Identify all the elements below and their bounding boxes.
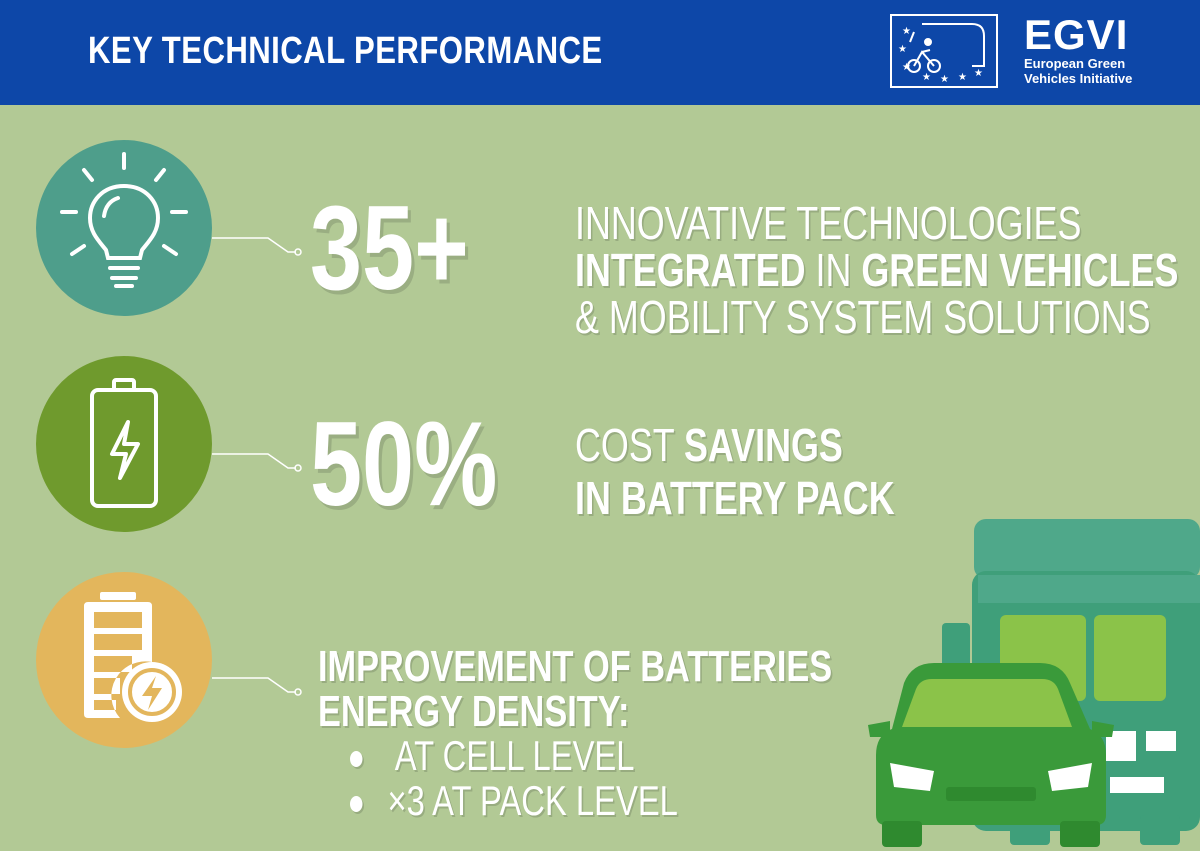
svg-text:★: ★ [940,74,949,85]
stat-thin-in: IN [805,244,862,296]
connector-line-1 [212,237,302,256]
bullet-dot [350,750,363,767]
stat-value-cost-savings: 50% [310,397,498,531]
battery-icon [90,378,158,508]
battery-charge-icon [84,592,182,722]
svg-text:★: ★ [902,62,911,73]
stat-line-density-2: ENERGY DENSITY: [318,687,630,736]
logo-acronym: EGVI [1024,11,1129,58]
header-bar: KEY TECHNICAL PERFORMANCE ★ ★ ★ ★ ★ ★ ★ [0,0,1200,105]
bullet-cell-level-text: AT CELL LEVEL [387,732,635,779]
stat-thin-cost: COST [575,419,684,471]
stat-line-density-1: IMPROVEMENT OF BATTERIES [318,642,833,691]
stat-line-cost-savings-2: IN BATTERY PACK [575,472,895,524]
battery-charge-circle [36,572,212,748]
stat-line-cost-savings-1: COST SAVINGS [575,422,843,468]
bullet-pack-level-text: ×3 AT PACK LEVEL [387,777,678,824]
battery-circle [36,356,212,532]
svg-text:★: ★ [922,72,931,83]
logo-text: EGVI European Green Vehicles Initiative [1024,11,1133,87]
page-title: KEY TECHNICAL PERFORMANCE [88,30,603,72]
stat-line-technologies-1: INNOVATIVE TECHNOLOGIES [575,197,1082,249]
connector-line-2 [212,453,302,472]
stat-line-technologies-2: INTEGRATED IN GREEN VEHICLES [575,247,1178,293]
stat-line-technologies-3: & MOBILITY SYSTEM SOLUTIONS [575,291,1151,343]
logo-name-line1: European Green [1024,56,1126,71]
svg-text:★: ★ [958,72,967,83]
bullet-cell-level: AT CELL LEVEL [350,735,635,777]
egvi-logo-icon: ★ ★ ★ ★ ★ ★ ★ [890,14,998,88]
svg-text:★: ★ [898,44,907,55]
svg-text:★: ★ [902,26,911,37]
stat-bold-savings: SAVINGS [683,419,843,471]
stat-bold-green-vehicles: GREEN VEHICLES [861,244,1179,296]
bullet-dot [350,795,363,812]
bullet-pack-level: ×3 AT PACK LEVEL [350,780,678,822]
lightbulb-icon [60,152,188,288]
stat-value-technologies: 35+ [310,181,469,315]
lightbulb-circle [36,140,212,316]
stat-bold-integrated: INTEGRATED [575,244,806,296]
connector-line-3 [212,677,302,696]
vehicles-icon [868,519,1200,847]
logo-name-line2: Vehicles Initiative [1024,71,1133,86]
svg-text:★: ★ [974,68,983,79]
